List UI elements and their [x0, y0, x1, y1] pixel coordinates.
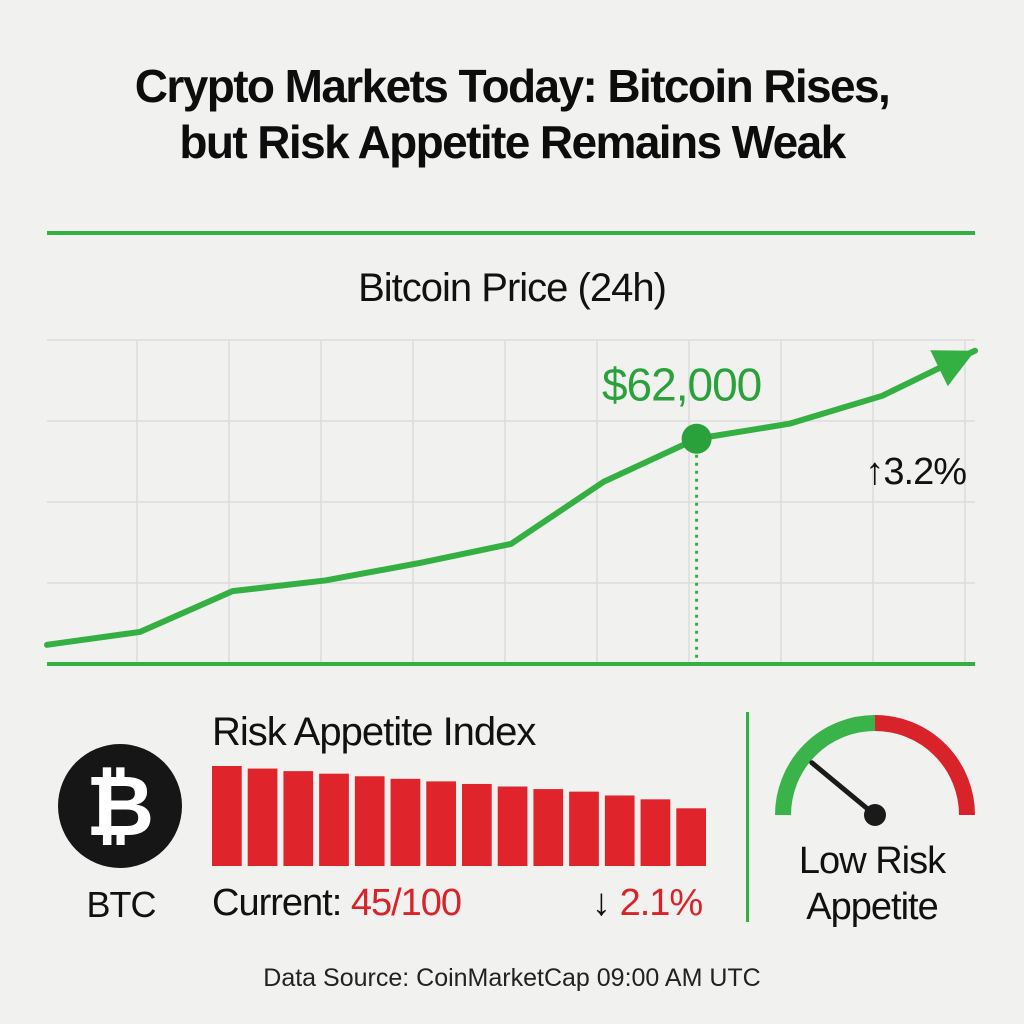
highlight-price-label: $62,000	[602, 359, 761, 411]
trend-arrowhead	[930, 350, 975, 387]
risk-change: ↓ 2.1%	[592, 882, 704, 925]
risk-bar	[604, 795, 635, 866]
risk-current: Current: 45/100	[212, 882, 462, 925]
risk-bar	[212, 766, 242, 866]
gauge-red-arc	[874, 715, 975, 816]
risk-bar	[247, 768, 278, 866]
bitcoin-icon: ₿	[58, 744, 182, 868]
price-chart-title: Bitcoin Price (24h)	[358, 266, 667, 310]
data-source: Data Source: CoinMarketCap 09:00 AM UTC	[263, 964, 761, 992]
risk-bar	[319, 773, 349, 866]
btc-label: BTC	[86, 884, 157, 925]
risk-bar	[426, 781, 456, 866]
risk-bar	[497, 786, 528, 866]
risk-bar	[283, 771, 314, 866]
risk-bar	[640, 799, 671, 866]
price-chart: $62,000 ↑3.2%	[44, 339, 978, 662]
risk-index-title: Risk Appetite Index	[212, 710, 536, 754]
risk-bar	[533, 789, 564, 866]
risk-bar	[354, 776, 385, 866]
gauge-needle	[809, 760, 878, 818]
gauge-icon	[775, 715, 975, 826]
price-change-label: ↑3.2%	[865, 451, 966, 493]
risk-bar	[676, 808, 706, 866]
risk-change-value: 2.1%	[619, 882, 704, 924]
section-divider	[746, 712, 749, 922]
gauge-label-line-2: Appetite	[806, 886, 938, 928]
headline-line-2: but Risk Appetite Remains Weak	[179, 116, 846, 168]
risk-bar	[569, 791, 599, 866]
headline: Crypto Markets Today: Bitcoin Rises, but…	[0, 58, 1024, 170]
chart-baseline	[47, 662, 975, 666]
gauge-label-line-1: Low Risk	[798, 840, 946, 882]
risk-current-value: 45/100	[350, 882, 462, 924]
risk-bar	[462, 783, 492, 866]
gauge-label: Low Risk Appetite	[760, 838, 984, 930]
gauge-green-arc	[775, 715, 876, 816]
down-arrow-icon: ↓	[592, 882, 611, 924]
risk-current-prefix: Current:	[212, 882, 351, 924]
top-divider	[47, 231, 975, 235]
risk-bar	[390, 778, 421, 866]
price-chart-grid	[47, 339, 975, 662]
highlight-point	[681, 423, 712, 454]
headline-line-1: Crypto Markets Today: Bitcoin Rises,	[134, 60, 891, 112]
price-series-line	[44, 347, 978, 648]
gauge-hub	[864, 804, 886, 826]
